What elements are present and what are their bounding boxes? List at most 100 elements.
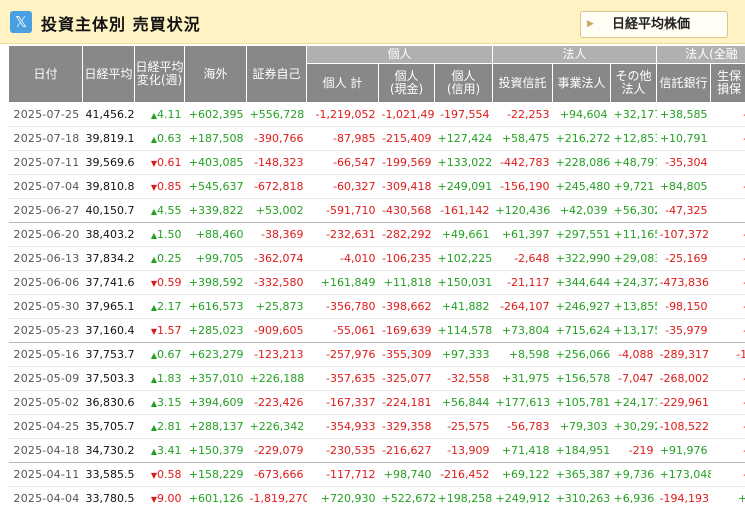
table-row: 2025-06-2740,150.794.55+339,822+53,002-5… <box>8 198 745 223</box>
cell-life-insurance: -97,576 <box>710 366 745 391</box>
cell-foreign: +187,508 <box>184 126 247 151</box>
col-proprietary[interactable]: 証券自己 <box>246 45 307 103</box>
cell-foreign: +288,137 <box>184 414 247 439</box>
cell-proprietary: -123,213 <box>246 342 307 367</box>
col-individual-cash[interactable]: 個人 (現金) <box>378 63 435 103</box>
cell-trust-bank: -108,522 <box>656 414 711 439</box>
col-date[interactable]: 日付 <box>8 45 83 103</box>
cell-other-corp: +13,175 <box>610 318 657 343</box>
col-business-corp[interactable]: 事業法人 <box>552 63 612 103</box>
cell-nikkei: 39,810.88 <box>82 174 135 199</box>
cell-investment-trust: +58,475 <box>492 126 553 151</box>
cell-foreign: +403,085 <box>184 150 247 175</box>
cell-business-corp: +310,263 <box>552 486 611 509</box>
cell-life-insurance: -14,661 <box>710 438 745 463</box>
cell-change: 1.50 <box>134 222 185 247</box>
cell-individual-cash: +11,818 <box>378 270 435 295</box>
cell-life-insurance: -2,137 <box>710 150 745 175</box>
col-individual-margin[interactable]: 個人 (信用) <box>433 63 494 103</box>
cell-other-corp: +56,302 <box>610 198 657 223</box>
table-row: 2025-04-2535,705.742.81+288,137+226,342-… <box>8 414 745 439</box>
cell-foreign: +394,609 <box>184 390 247 415</box>
cell-date: 2025-05-30 <box>8 294 83 319</box>
cell-individual-total: -591,710 <box>306 198 379 223</box>
cell-individual-margin: +150,031 <box>434 270 493 295</box>
table-row: 2025-04-1834,730.283.41+150,379-229,079-… <box>8 438 745 463</box>
cell-business-corp: +344,644 <box>552 270 611 295</box>
cell-individual-cash: -199,569 <box>378 150 435 175</box>
cell-proprietary: -223,426 <box>246 390 307 415</box>
cell-individual-cash: -215,409 <box>378 126 435 151</box>
cell-investment-trust: -264,107 <box>492 294 553 319</box>
cell-nikkei: 37,160.47 <box>82 318 135 343</box>
cell-business-corp: +156,578 <box>552 366 611 391</box>
col-life-insurance[interactable]: 生保 損保 <box>710 63 745 103</box>
cell-nikkei: 34,730.28 <box>82 438 135 463</box>
cell-business-corp: +228,086 <box>552 150 611 175</box>
cell-investment-trust: +249,912 <box>492 486 553 509</box>
cell-individual-total: -4,010 <box>306 246 379 271</box>
cell-investment-trust: +177,613 <box>492 390 553 415</box>
cell-individual-margin: -216,452 <box>434 462 493 487</box>
cell-change: 1.83 <box>134 366 185 391</box>
cell-date: 2025-04-18 <box>8 438 83 463</box>
cell-date: 2025-07-04 <box>8 174 83 199</box>
cell-trust-bank: -229,961 <box>656 390 711 415</box>
cell-proprietary: -390,766 <box>246 126 307 151</box>
cell-foreign: +602,395 <box>184 102 247 127</box>
cell-other-corp: -4,088 <box>610 342 657 367</box>
cell-business-corp: +245,480 <box>552 174 611 199</box>
col-other-corp[interactable]: その他 法人 <box>610 63 658 103</box>
trading-table-container[interactable]: 日付 日経平均 日経平均 変化(週) 海外 証券自己 個人 法人 法人(全融 個… <box>8 45 745 509</box>
cell-change: 0.59 <box>134 270 185 295</box>
cell-business-corp: +246,927 <box>552 294 611 319</box>
table-row: 2025-06-2038,403.231.50+88,460-38,369-23… <box>8 222 745 247</box>
cell-trust-bank: -289,317 <box>656 342 711 367</box>
cell-nikkei: 39,569.68 <box>82 150 135 175</box>
cell-individual-total: -232,631 <box>306 222 379 247</box>
x-share-icon[interactable]: 𝕏 <box>10 11 32 33</box>
cell-trust-bank: -268,002 <box>656 366 711 391</box>
cell-individual-cash: -169,639 <box>378 318 435 343</box>
nikkei-average-button[interactable]: ▶ 日経平均株価 <box>580 11 728 38</box>
col-foreign[interactable]: 海外 <box>184 45 247 103</box>
col-individual-total[interactable]: 個人 計 <box>306 63 379 103</box>
cell-individual-margin: +114,578 <box>434 318 493 343</box>
cell-nikkei: 40,150.79 <box>82 198 135 223</box>
cell-trust-bank: +10,791 <box>656 126 711 151</box>
cell-business-corp: +79,303 <box>552 414 611 439</box>
cell-investment-trust: -442,783 <box>492 150 553 175</box>
cell-individual-margin: -161,142 <box>434 198 493 223</box>
cell-proprietary: -909,605 <box>246 318 307 343</box>
cell-life-insurance: +30,617 <box>710 486 745 509</box>
cell-individual-margin: +133,022 <box>434 150 493 175</box>
col-nikkei[interactable]: 日経平均 <box>82 45 135 103</box>
cell-nikkei: 36,830.69 <box>82 390 135 415</box>
table-row: 2025-05-1637,753.720.67+623,279-123,213-… <box>8 342 745 367</box>
col-trust-bank[interactable]: 信託銀行 <box>656 63 712 103</box>
cell-individual-total: +161,849 <box>306 270 379 295</box>
col-change[interactable]: 日経平均 変化(週) <box>134 45 185 103</box>
cell-foreign: +339,822 <box>184 198 247 223</box>
cell-individual-cash: -282,292 <box>378 222 435 247</box>
col-investment-trust[interactable]: 投資信託 <box>492 63 554 103</box>
cell-trust-bank: -35,979 <box>656 318 711 343</box>
cell-business-corp: +256,066 <box>552 342 611 367</box>
table-row: 2025-07-1139,569.680.61+403,085-148,323-… <box>8 150 745 175</box>
cell-trust-bank: -473,836 <box>656 270 711 295</box>
cell-individual-total: -87,985 <box>306 126 379 151</box>
cell-other-corp: +24,372 <box>610 270 657 295</box>
cell-proprietary: +53,002 <box>246 198 307 223</box>
cell-individual-cash: -106,235 <box>378 246 435 271</box>
cell-change: 3.41 <box>134 438 185 463</box>
nikkei-average-button-label: 日経平均株価 <box>612 17 691 32</box>
cell-other-corp: +9,721 <box>610 174 657 199</box>
cell-life-insurance: -1 <box>710 198 745 223</box>
cell-other-corp: -7,047 <box>610 366 657 391</box>
cell-individual-cash: -329,358 <box>378 414 435 439</box>
cell-business-corp: +94,604 <box>552 102 611 127</box>
cell-nikkei: 41,456.23 <box>82 102 135 127</box>
table-row: 2025-07-0439,810.880.85+545,637-672,818-… <box>8 174 745 199</box>
cell-individual-margin: +56,844 <box>434 390 493 415</box>
cell-business-corp: +184,951 <box>552 438 611 463</box>
